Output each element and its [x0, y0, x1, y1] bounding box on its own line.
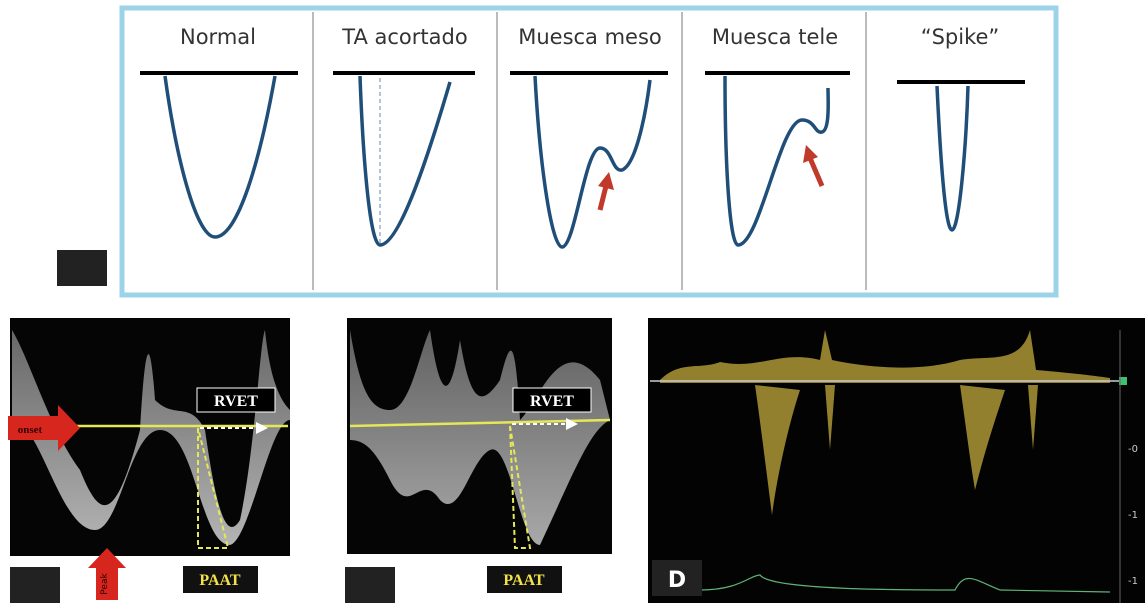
- label: TA acortado: [341, 25, 467, 49]
- label: “Spike”: [921, 25, 1000, 49]
- top-panel: [122, 8, 1056, 295]
- scale-label: -1: [1128, 576, 1138, 587]
- panel-tag: [57, 250, 107, 286]
- label: Muesca tele: [712, 25, 838, 49]
- label: Normal: [180, 25, 256, 49]
- paat-label: PAAT: [503, 572, 545, 589]
- label: Muesca meso: [518, 25, 662, 49]
- panel-tag: [345, 567, 395, 603]
- peak-label: Peak: [100, 573, 110, 595]
- paat-label: PAAT: [199, 572, 241, 589]
- panel-letter: D: [668, 568, 686, 593]
- onset-label: onset: [18, 424, 43, 436]
- scale-label: -1: [1128, 510, 1138, 521]
- rvet-label: RVET: [530, 393, 574, 410]
- doppler-d: [648, 318, 1145, 603]
- rvet-label: RVET: [214, 393, 258, 410]
- scale-label: -0: [1128, 444, 1138, 455]
- panel-tag: [10, 567, 60, 603]
- figure: Normal TA acortado Muesca meso Muesca te…: [0, 0, 1145, 603]
